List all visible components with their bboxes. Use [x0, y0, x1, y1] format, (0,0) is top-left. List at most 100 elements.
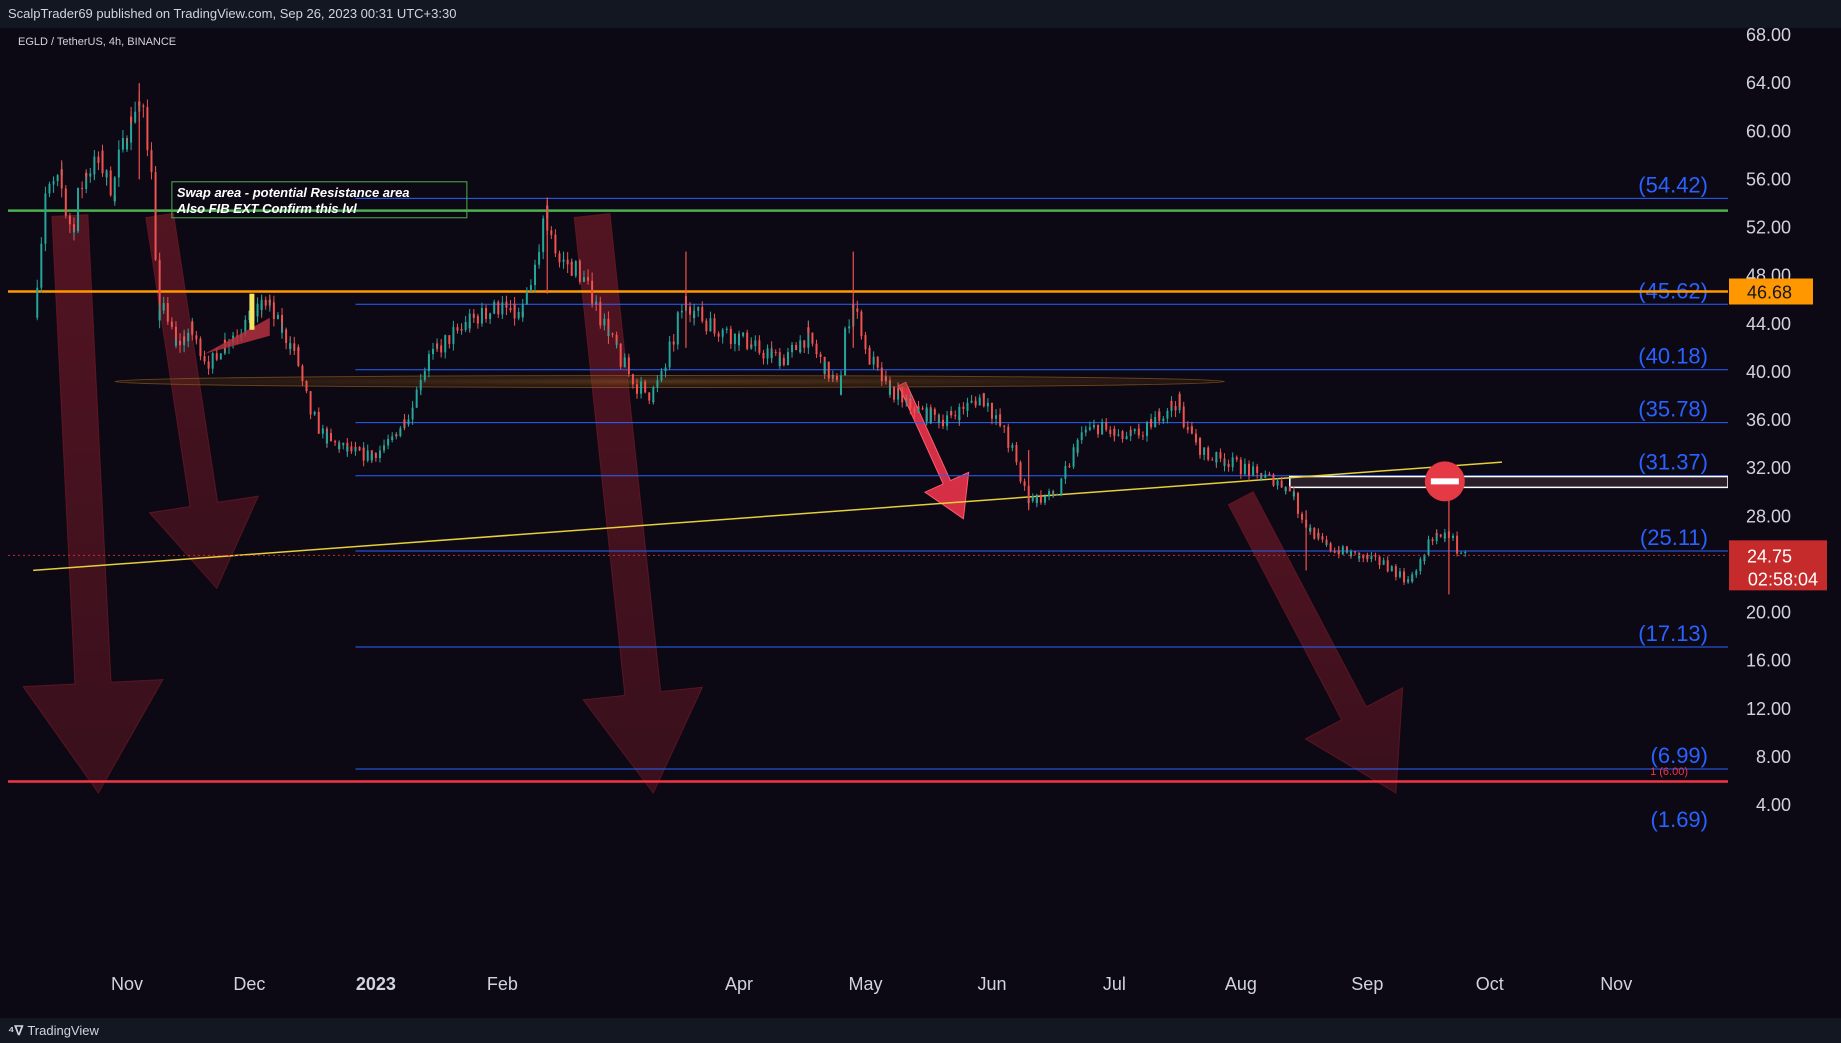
- candle-body: [844, 352, 847, 376]
- candle-body: [835, 376, 838, 380]
- annotation-line-1: Swap area - potential Resistance area: [177, 185, 410, 200]
- candle-body: [260, 299, 263, 310]
- candle-body: [599, 319, 602, 326]
- x-tick-label-6: Jun: [977, 974, 1006, 994]
- annotation-line-2: Also FIB EXT Confirm this lvl: [176, 201, 357, 216]
- candle-body: [1133, 429, 1136, 432]
- candle-body: [358, 447, 361, 451]
- candle-body: [211, 353, 214, 359]
- candle-body: [391, 436, 394, 440]
- candle-body: [48, 184, 51, 194]
- candle-body: [750, 344, 753, 347]
- candle-body: [1003, 425, 1006, 427]
- candle-body: [1239, 459, 1242, 472]
- candle-body: [1354, 551, 1357, 553]
- candle-body: [676, 312, 679, 326]
- candle-body: [427, 354, 430, 365]
- candle-body: [1292, 492, 1295, 497]
- candle-body: [1109, 429, 1112, 434]
- candle-body: [1186, 427, 1189, 430]
- candle-body: [1174, 406, 1177, 411]
- candle-body: [860, 335, 863, 337]
- candle-body: [1227, 463, 1230, 467]
- candle-body: [640, 381, 643, 394]
- candle-body: [1178, 394, 1181, 407]
- candle-body: [1194, 433, 1197, 443]
- candle-body: [493, 301, 496, 312]
- price-scale-panel[interactable]: [1728, 28, 1841, 1018]
- footer-bar: ⁴ᐁ TradingView: [0, 1018, 1841, 1043]
- candle-body: [1460, 552, 1463, 554]
- candle-body: [725, 328, 728, 331]
- candle-body: [733, 333, 736, 345]
- candle-body: [72, 224, 75, 233]
- publisher-bar: ScalpTrader69 published on TradingView.c…: [0, 0, 1841, 28]
- candle-body: [456, 327, 459, 331]
- candle-body: [1341, 546, 1344, 555]
- candle-body: [664, 367, 667, 372]
- price-chart[interactable]: EGLD / TetherUS, 4h, BINANCE (54.42) (45.…: [0, 25, 1841, 1018]
- candle-body: [1076, 440, 1079, 453]
- candle-body: [109, 170, 112, 196]
- candle-body: [782, 358, 785, 366]
- projection-arrows: [22, 212, 1404, 794]
- drawing-zones: [114, 375, 1729, 489]
- candle-body: [860, 311, 863, 336]
- candle-body: [856, 308, 859, 312]
- y-tick-label-15: 8.00: [1756, 747, 1791, 767]
- stop-sign-bar: [1430, 478, 1459, 485]
- fib-extension-levels: (54.42)(45.62)(40.18)(35.78)(31.37)(25.1…: [355, 172, 1728, 832]
- candle-body: [648, 392, 651, 401]
- fib-label-4: (31.37): [1638, 450, 1708, 475]
- candle-body: [1048, 491, 1051, 497]
- chart-canvas[interactable]: EGLD / TetherUS, 4h, BINANCE (54.42)(45.…: [0, 25, 1841, 1018]
- candle-body: [1431, 539, 1434, 542]
- candle-body: [742, 332, 745, 336]
- candle-body: [942, 419, 944, 427]
- candle-body: [1317, 532, 1320, 537]
- candle-body: [521, 304, 524, 318]
- candle-body: [897, 388, 900, 391]
- candle-body: [1015, 451, 1018, 463]
- candle-body: [1117, 434, 1120, 436]
- candle-body: [591, 280, 594, 304]
- brand-label[interactable]: TradingView: [27, 1023, 99, 1038]
- candle-body: [1052, 494, 1055, 496]
- candle-body: [1394, 570, 1397, 577]
- x-tick-label-1: Dec: [233, 974, 265, 994]
- annotation-box: [171, 181, 468, 219]
- candle-body: [1182, 409, 1185, 428]
- candle-body: [403, 419, 406, 425]
- countdown-label: 02:58:04: [1748, 569, 1818, 589]
- candle-body: [77, 209, 80, 232]
- candle-body: [36, 287, 39, 318]
- candle-body: [848, 326, 851, 329]
- candle-body: [383, 445, 386, 449]
- candle-body: [1044, 496, 1046, 498]
- candle-body: [281, 329, 284, 333]
- candle-body: [1101, 422, 1104, 425]
- candle-body: [1403, 571, 1406, 579]
- candle-body: [978, 397, 981, 406]
- candle-body: [1439, 534, 1442, 537]
- candle-body: [615, 343, 618, 345]
- candle-body: [1280, 480, 1283, 488]
- tradingview-logo-icon[interactable]: ⁴ᐁ: [8, 1023, 24, 1038]
- x-tick-label-8: Aug: [1225, 974, 1257, 994]
- time-axis[interactable]: Nov Dec 2023 Feb Apr May Jun Jul Aug Sep Oct Nov: [111, 974, 1632, 994]
- candle-body: [693, 310, 696, 319]
- candle-body: [509, 307, 512, 311]
- candle-body: [1248, 468, 1250, 476]
- candle-body: [1296, 508, 1299, 514]
- candle-body: [121, 138, 124, 150]
- candle-body: [64, 203, 67, 216]
- candle-body: [758, 341, 761, 353]
- candle-body: [350, 446, 353, 452]
- candle-body: [962, 406, 965, 409]
- candle-body: [819, 354, 822, 357]
- candle-body: [1113, 428, 1116, 436]
- candle-body: [346, 446, 349, 452]
- candle-body: [921, 408, 924, 410]
- candle-body: [525, 291, 528, 295]
- candle-body: [766, 348, 769, 352]
